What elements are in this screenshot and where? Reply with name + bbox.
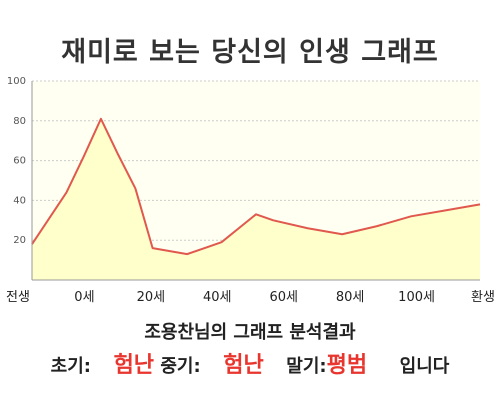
area-fill (32, 118, 480, 280)
y-tick-label: 60 (13, 156, 26, 167)
middle-value: 험난 (223, 353, 264, 378)
late-value: 평범 (326, 353, 368, 378)
x-tick-label: 60세 (269, 290, 298, 305)
late-label: 말기: (286, 356, 327, 377)
ending-text: 입니다 (399, 356, 450, 377)
y-tick-label: 20 (13, 235, 26, 246)
x-tick-label: 80세 (336, 290, 365, 305)
x-tick-label: 20세 (137, 290, 166, 305)
early-value: 험난 (113, 353, 155, 378)
x-tick-label: 전생 (6, 290, 30, 305)
early-label: 초기: (50, 356, 91, 377)
middle-label: 중기: (160, 356, 201, 377)
x-tick-label: 100세 (398, 290, 435, 305)
y-tick-label: 100 (7, 76, 26, 87)
y-tick-label: 80 (13, 116, 26, 127)
x-tick-label: 환생 (471, 290, 495, 305)
x-tick-label: 0세 (74, 290, 94, 305)
analysis-result: 초기: 험난 중기: 험난 말기:평범 입니다 (0, 347, 500, 379)
summary-heading: 조용찬님의 그래프 분석결과 (144, 322, 356, 343)
y-tick-label: 40 (13, 195, 26, 206)
chart-title: 재미로 보는 당신의 인생 그래프 (61, 37, 439, 68)
series-line (31, 117, 481, 256)
x-tick-label: 40세 (203, 290, 232, 305)
